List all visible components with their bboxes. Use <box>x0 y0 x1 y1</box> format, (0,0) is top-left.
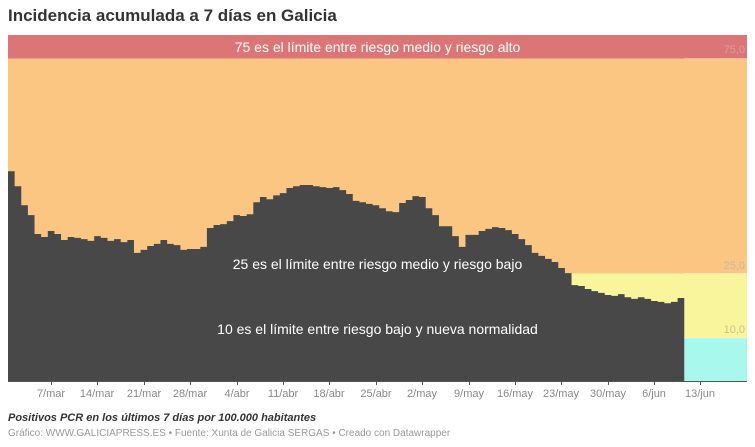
x-tick <box>654 381 655 385</box>
x-tick-label: 11/abr <box>267 388 299 400</box>
x-tick <box>190 381 191 385</box>
x-axis-line <box>8 381 747 382</box>
x-tick <box>51 381 52 385</box>
x-tick <box>469 381 470 385</box>
x-tick <box>422 381 423 385</box>
x-tick-label: 4/abr <box>224 388 250 400</box>
x-tick-label: 30/may <box>589 388 627 400</box>
x-tick-label: 6/jun <box>642 388 666 400</box>
x-tick <box>608 381 609 385</box>
x-tick <box>700 381 701 385</box>
bar-chart <box>8 35 747 381</box>
x-tick <box>515 381 516 385</box>
x-tick <box>561 381 562 385</box>
x-tick-label: 25/abr <box>360 388 392 400</box>
ref-label-25: 25,0 <box>723 260 745 272</box>
x-tick <box>144 381 145 385</box>
x-tick-label: 18/abr <box>313 388 345 400</box>
ref-label-75: 75,0 <box>723 44 745 56</box>
x-tick-label: 2/may <box>407 388 437 400</box>
x-tick-label: 9/may <box>454 388 484 400</box>
risk-band-0 <box>8 35 747 59</box>
ref-label-10: 10,0 <box>723 324 745 336</box>
x-tick-label: 16/may <box>496 388 534 400</box>
x-tick <box>329 381 330 385</box>
x-tick-label: 28/mar <box>172 388 208 400</box>
x-axis: 7/mar 14/mar 21/mar 28/mar 4/abr 11/abr 18/abr… <box>8 381 747 411</box>
x-tick-label: 23/may <box>542 388 580 400</box>
x-tick-label: 7/mar <box>36 388 66 400</box>
x-tick-label: 14/mar <box>79 388 115 400</box>
chart-title: Incidencia acumulada a 7 días en Galicia <box>8 6 337 25</box>
x-tick <box>97 381 98 385</box>
x-tick <box>376 381 377 385</box>
incidence-bars <box>8 171 685 381</box>
annotation-high-risk: 75 es el límite entre riesgo medio y rie… <box>234 39 521 55</box>
chart-credits: Gráfico: WWW.GALICIAPRESS.ES • Fuente: X… <box>8 428 451 439</box>
annotation-low-risk: 10 es el límite entre riesgo bajo y nuev… <box>217 321 538 337</box>
x-tick-label: 13/jun <box>685 388 715 400</box>
x-tick <box>283 381 284 385</box>
x-tick <box>237 381 238 385</box>
chart-subtitle: Positivos PCR en los últimos 7 días por … <box>8 412 317 424</box>
plot-area: 75 es el límite entre riesgo medio y rie… <box>8 35 747 381</box>
annotation-medium-risk: 25 es el límite entre riesgo medio y rie… <box>232 256 523 272</box>
x-tick-label: 21/mar <box>126 388 162 400</box>
